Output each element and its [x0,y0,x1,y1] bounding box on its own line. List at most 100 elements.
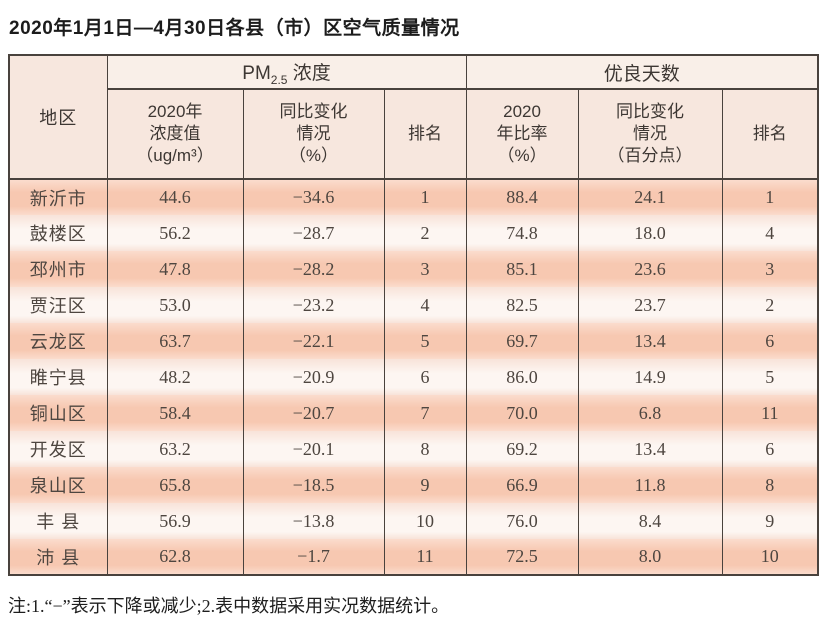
cell-good-days-rank: 4 [721,215,819,251]
cell-pm25-rank: 9 [383,467,467,503]
cell-pm25-rank: 5 [383,323,467,359]
cell-good-days-ratio: 69.7 [465,323,579,359]
table-row: 铜山区 58.4 −20.7 7 70.0 6.8 11 [8,395,819,431]
cell-pm25-rank: 4 [383,287,467,323]
table-header: 地区 PM2.5 浓度 优良天数 2020年 浓度值 （ug/m³） 同比变化 … [8,55,819,180]
cell-good-days-ratio: 66.9 [465,467,579,503]
footnote: 注:1.“−”表示下降或减少;2.表中数据采用实况数据统计。 [8,596,450,616]
cell-good-days-ratio: 85.1 [465,251,579,287]
cell-region: 邳州市 [8,251,108,287]
cell-good-days-yoy-change: 13.4 [577,323,723,359]
cell-pm25-yoy-change: −20.7 [242,395,385,431]
cell-good-days-rank: 6 [721,323,819,359]
table-row: 鼓楼区 56.2 −28.7 2 74.8 18.0 4 [8,215,819,251]
cell-good-days-yoy-change: 6.8 [577,395,723,431]
cell-pm25-concentration: 53.0 [106,287,244,323]
group-header-row: 地区 PM2.5 浓度 优良天数 [8,55,819,180]
cell-pm25-yoy-change: −23.2 [242,287,385,323]
cell-pm25-concentration: 63.2 [106,431,244,467]
air-quality-table: 地区 PM2.5 浓度 优良天数 2020年 浓度值 （ug/m³） 同比变化 … [8,54,820,576]
cell-pm25-concentration: 48.2 [106,359,244,395]
cell-pm25-concentration: 56.9 [106,503,244,539]
cell-good-days-yoy-change: 13.4 [577,431,723,467]
cell-good-days-yoy-change: 24.1 [577,179,723,215]
cell-pm25-yoy-change: −28.2 [242,251,385,287]
table-row: 丰 县 56.9 −13.8 10 76.0 8.4 9 [8,503,819,539]
page-title: 2020年1月1日—4月30日各县（市）区空气质量情况 [9,18,460,39]
table-row: 云龙区 63.7 −22.1 5 69.7 13.4 6 [8,323,819,359]
cell-region: 睢宁县 [8,359,108,395]
table-row: 睢宁县 48.2 −20.9 6 86.0 14.9 5 [8,359,819,395]
cell-good-days-yoy-change: 8.4 [577,503,723,539]
header-group-pm25: PM2.5 浓度 [106,55,467,90]
cell-region: 泉山区 [8,467,108,503]
cell-good-days-ratio: 86.0 [465,359,579,395]
cell-pm25-yoy-change: −1.7 [242,539,385,575]
cell-pm25-yoy-change: −18.5 [242,467,385,503]
cell-good-days-rank: 5 [721,359,819,395]
cell-region: 新沂市 [8,179,108,215]
header-pm25-yoy-change: 同比变化 情况 （%） [242,89,385,180]
cell-pm25-rank: 8 [383,431,467,467]
cell-good-days-yoy-change: 14.9 [577,359,723,395]
cell-good-days-yoy-change: 23.7 [577,287,723,323]
cell-region: 鼓楼区 [8,215,108,251]
header-pm25-rank: 排名 [383,89,467,180]
header-good-days-rank: 排名 [721,89,819,180]
cell-good-days-yoy-change: 8.0 [577,539,723,575]
cell-region: 云龙区 [8,323,108,359]
cell-pm25-yoy-change: −20.1 [242,431,385,467]
cell-pm25-concentration: 65.8 [106,467,244,503]
cell-good-days-ratio: 76.0 [465,503,579,539]
pm25-label-suffix: 浓度 [287,62,331,84]
cell-good-days-ratio: 74.8 [465,215,579,251]
cell-good-days-rank: 3 [721,251,819,287]
cell-good-days-ratio: 70.0 [465,395,579,431]
header-good-days-yoy-change: 同比变化 情况 （百分点） [577,89,723,180]
header-pm25-concentration: 2020年 浓度值 （ug/m³） [106,89,244,180]
cell-good-days-rank: 1 [721,179,819,215]
table-row: 沛 县 62.8 −1.7 11 72.5 8.0 10 [8,539,819,575]
cell-good-days-ratio: 69.2 [465,431,579,467]
cell-good-days-rank: 10 [721,539,819,575]
cell-good-days-rank: 8 [721,467,819,503]
header-region: 地区 [8,55,108,180]
table-row: 邳州市 47.8 −28.2 3 85.1 23.6 3 [8,251,819,287]
cell-good-days-rank: 2 [721,287,819,323]
cell-pm25-rank: 10 [383,503,467,539]
cell-good-days-rank: 9 [721,503,819,539]
cell-region: 沛 县 [8,539,108,575]
cell-pm25-rank: 2 [383,215,467,251]
sub-header-row: 2020年 浓度值 （ug/m³） 同比变化 情况 （%） 排名 2020 年比… [9,89,819,180]
cell-pm25-yoy-change: −34.6 [242,179,385,215]
cell-pm25-rank: 7 [383,395,467,431]
cell-pm25-concentration: 62.8 [106,539,244,575]
cell-pm25-yoy-change: −20.9 [242,359,385,395]
cell-region: 铜山区 [8,395,108,431]
table-row: 贾汪区 53.0 −23.2 4 82.5 23.7 2 [8,287,819,323]
cell-pm25-yoy-change: −28.7 [242,215,385,251]
table-row: 新沂市 44.6 −34.6 1 88.4 24.1 1 [8,179,819,215]
pm25-label-subscript: 2.5 [270,72,288,87]
cell-pm25-rank: 1 [383,179,467,215]
table-body: 新沂市 44.6 −34.6 1 88.4 24.1 1 鼓楼区 56.2 −28.7 2 74.8 1… [8,179,819,575]
cell-pm25-rank: 3 [383,251,467,287]
cell-region: 开发区 [8,431,108,467]
cell-pm25-concentration: 44.6 [106,179,244,215]
cell-pm25-concentration: 58.4 [106,395,244,431]
header-group-good-days: 优良天数 [465,55,819,90]
cell-pm25-rank: 6 [383,359,467,395]
cell-region: 贾汪区 [8,287,108,323]
cell-good-days-ratio: 88.4 [465,179,579,215]
table-row: 开发区 63.2 −20.1 8 69.2 13.4 6 [8,431,819,467]
cell-pm25-rank: 11 [383,539,467,575]
pm25-label-prefix: PM [242,62,271,84]
cell-pm25-concentration: 63.7 [106,323,244,359]
cell-good-days-yoy-change: 11.8 [577,467,723,503]
cell-good-days-yoy-change: 23.6 [577,251,723,287]
header-good-days-ratio: 2020 年比率 （%） [465,89,579,180]
cell-pm25-concentration: 47.8 [106,251,244,287]
cell-good-days-yoy-change: 18.0 [577,215,723,251]
cell-region: 丰 县 [8,503,108,539]
